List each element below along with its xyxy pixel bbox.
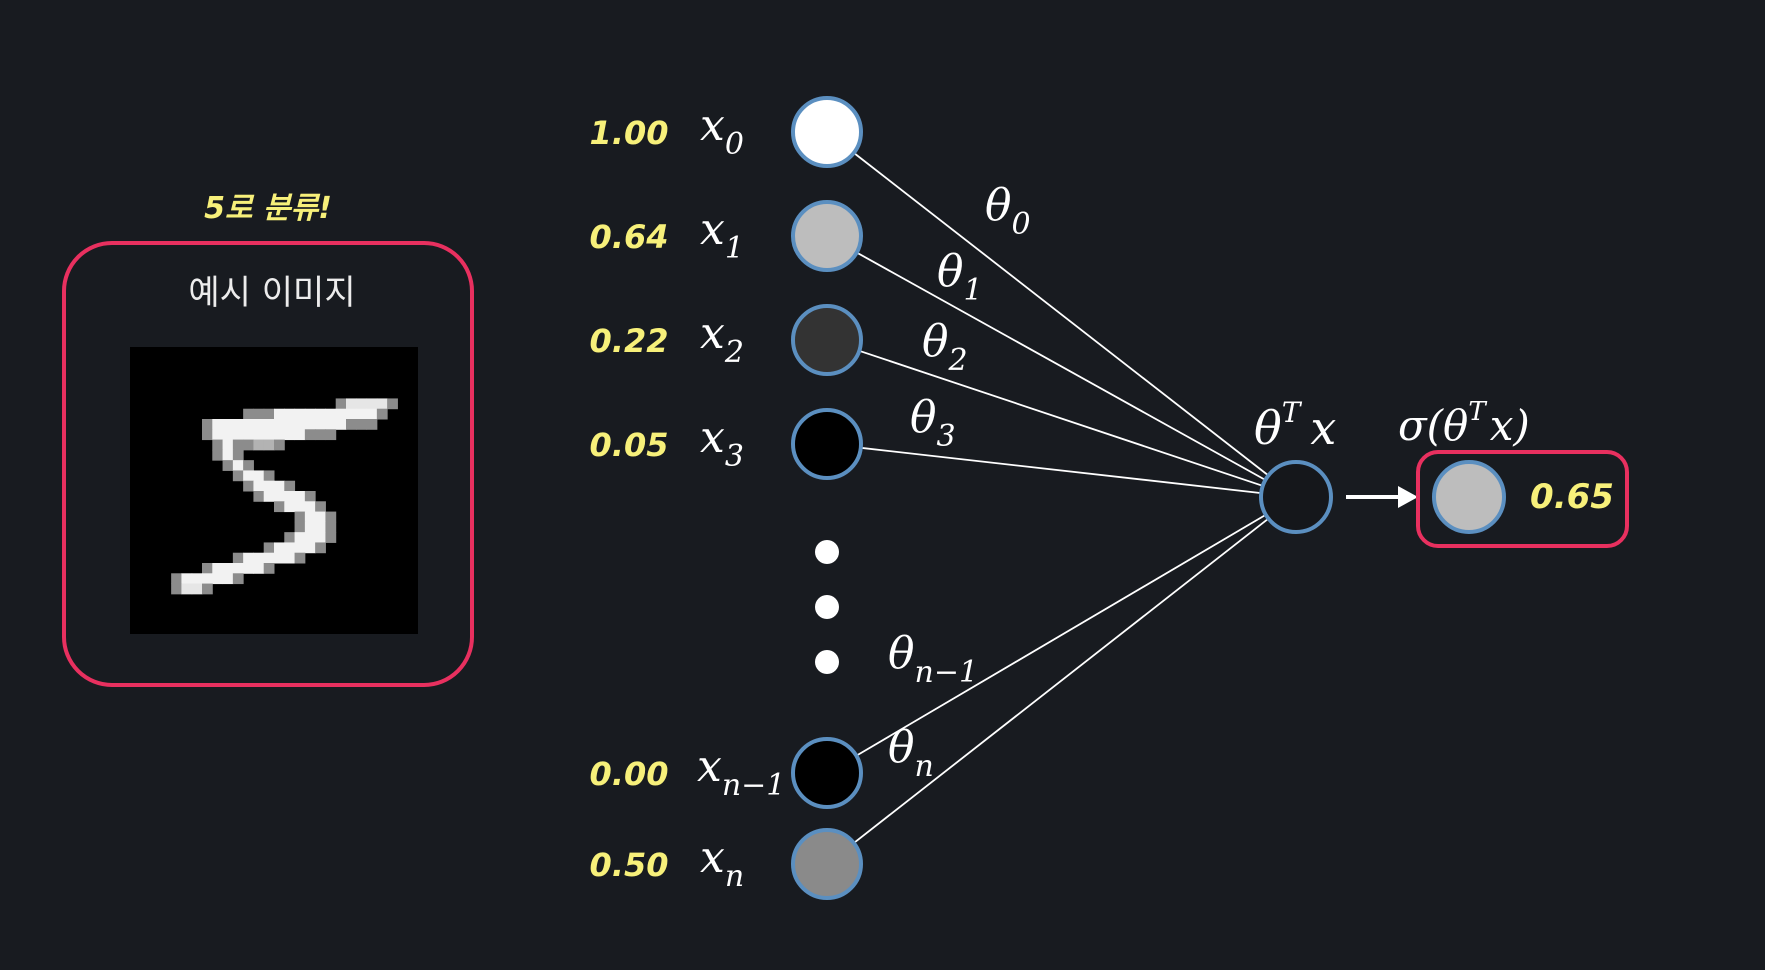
input-node-circle xyxy=(791,828,863,900)
output-highlight-box xyxy=(1416,450,1629,548)
connection-line xyxy=(855,514,1266,757)
ellipsis-dot xyxy=(815,540,839,564)
sum-node-label: θT x xyxy=(1254,396,1336,455)
example-image-panel: 5로 분류! 예시 이미지 xyxy=(62,191,474,687)
input-node-4: 0.00 xn−1 xyxy=(590,737,863,809)
ellipsis-dot xyxy=(815,650,839,674)
connection-line xyxy=(860,446,1261,494)
input-value: 0.64 xyxy=(590,218,669,256)
weight-label: θ2 xyxy=(922,316,968,378)
input-value: 0.05 xyxy=(590,426,669,464)
input-value: 0.50 xyxy=(590,846,669,884)
weight-label: θn−1 xyxy=(888,628,978,690)
weight-label: θ3 xyxy=(910,392,956,454)
input-node-circle xyxy=(791,737,863,809)
input-node-circle xyxy=(791,200,863,272)
connection-line xyxy=(853,152,1269,476)
input-variable-label: x0 xyxy=(700,100,744,162)
weight-label: θ0 xyxy=(985,180,1031,242)
ellipsis-dots xyxy=(815,540,839,674)
output-label: σ(θTx) xyxy=(1398,397,1530,450)
input-node-5: 0.50 xn xyxy=(590,828,863,900)
example-image-title: 예시 이미지 xyxy=(188,273,355,313)
weight-label: θn xyxy=(888,722,934,784)
example-image-frame xyxy=(62,241,474,687)
output-node-circle xyxy=(1432,460,1506,534)
sum-node-circle xyxy=(1259,460,1333,534)
input-value: 0.00 xyxy=(590,755,669,793)
input-node-3: 0.05 x3 xyxy=(590,408,863,480)
input-node-0: 1.00 x0 xyxy=(590,96,863,168)
output-node: σ(θTx) 0.65 xyxy=(1398,397,1629,548)
input-node-circle xyxy=(791,304,863,376)
input-variable-label: x2 xyxy=(700,308,744,370)
connection-line xyxy=(858,349,1263,487)
input-value: 1.00 xyxy=(590,114,669,152)
input-node-2: 0.22 x2 xyxy=(590,304,863,376)
input-node-circle xyxy=(791,96,863,168)
weight-label: θ1 xyxy=(937,246,983,308)
input-node-1: 0.64 x1 xyxy=(590,200,863,272)
input-variable-label: xn xyxy=(700,832,744,894)
input-variable-label: xn−1 xyxy=(697,741,785,803)
connection-line xyxy=(853,518,1269,844)
input-layer: 1.00 x0 0.64 x1 0.22 x2 0.05 x3 0.00 xn−1 0.50 xn xyxy=(590,96,863,900)
sum-node: θT x xyxy=(1254,396,1336,534)
connection-lines xyxy=(853,152,1269,844)
classified-label: 5로 분류! xyxy=(204,191,332,226)
output-arrow xyxy=(1346,486,1418,508)
input-variable-label: x1 xyxy=(700,204,744,266)
connection-line xyxy=(856,251,1265,481)
input-value: 0.22 xyxy=(590,322,669,360)
output-value: 0.65 xyxy=(1530,477,1614,517)
digit-5-pixels xyxy=(171,398,398,595)
input-variable-label: x3 xyxy=(700,412,744,474)
input-node-circle xyxy=(791,408,863,480)
ellipsis-dot xyxy=(815,595,839,619)
